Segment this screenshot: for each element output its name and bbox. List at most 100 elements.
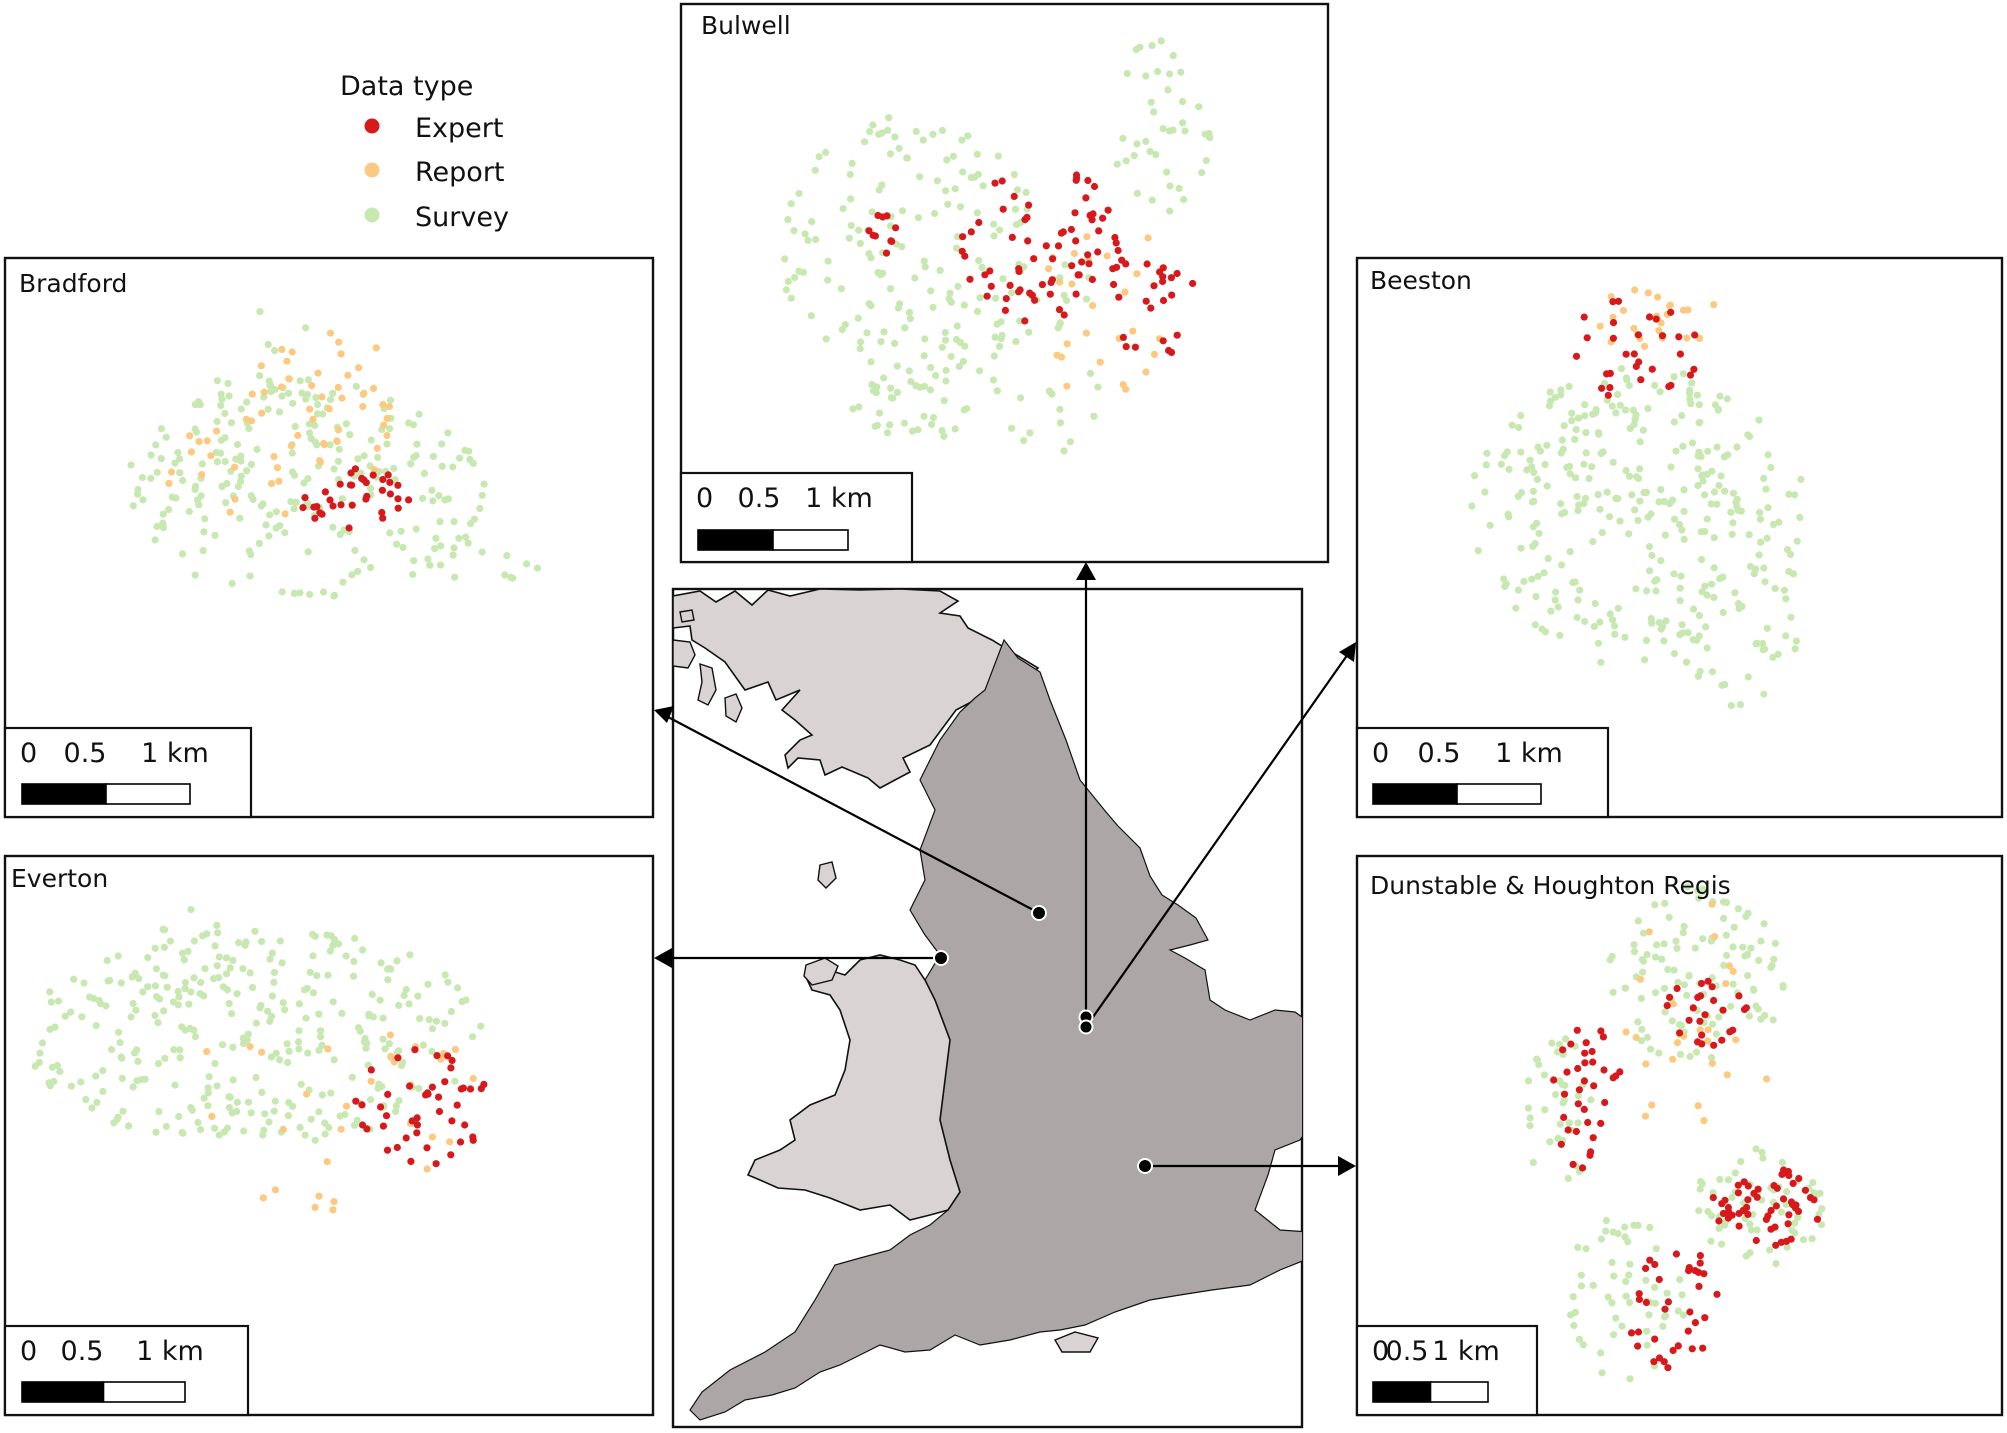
point-survey xyxy=(847,195,855,203)
point-survey xyxy=(478,491,486,499)
point-survey xyxy=(875,409,884,417)
point-survey xyxy=(879,269,887,277)
point-survey xyxy=(955,362,963,371)
point-survey xyxy=(163,983,171,991)
point-survey xyxy=(1634,516,1642,525)
overview-map xyxy=(654,562,1356,1429)
point-survey xyxy=(240,1127,248,1135)
point-survey xyxy=(1746,1220,1754,1228)
point-survey xyxy=(1198,169,1206,177)
point-survey xyxy=(891,339,899,347)
point-survey xyxy=(1633,473,1641,481)
point-survey xyxy=(160,1007,168,1015)
point-survey xyxy=(1680,507,1688,515)
point-survey xyxy=(1752,640,1760,648)
point-expert xyxy=(1713,1290,1721,1298)
point-report xyxy=(315,1192,323,1200)
point-survey xyxy=(1675,520,1684,529)
point-survey xyxy=(1557,391,1565,399)
point-survey xyxy=(1698,1180,1706,1188)
point-survey xyxy=(129,502,137,510)
point-survey xyxy=(306,429,314,437)
arrowhead-dunstable xyxy=(1338,1156,1356,1176)
point-survey xyxy=(357,469,365,477)
point-survey xyxy=(942,366,950,375)
point-survey xyxy=(131,969,139,978)
point-survey xyxy=(1565,382,1573,390)
point-survey xyxy=(1783,1243,1791,1251)
point-survey xyxy=(294,1038,303,1046)
point-survey xyxy=(878,181,886,189)
point-survey xyxy=(791,273,799,282)
point-report xyxy=(309,415,317,423)
scotland-landmass xyxy=(673,589,1040,789)
point-report xyxy=(1732,1036,1740,1044)
point-report xyxy=(1096,358,1104,366)
point-survey xyxy=(296,377,304,385)
point-survey xyxy=(995,342,1004,350)
point-survey xyxy=(285,1047,293,1055)
point-survey xyxy=(1707,500,1715,508)
point-survey xyxy=(1699,935,1707,943)
point-survey xyxy=(993,387,1001,395)
point-expert xyxy=(1115,293,1123,301)
point-survey xyxy=(104,977,112,985)
point-survey xyxy=(920,412,928,420)
point-expert xyxy=(1771,1223,1779,1231)
point-survey xyxy=(144,983,152,991)
point-survey xyxy=(162,433,170,441)
point-report xyxy=(308,382,316,390)
point-survey xyxy=(415,410,423,418)
point-expert xyxy=(1015,265,1023,273)
point-survey xyxy=(959,357,968,365)
point-survey xyxy=(151,536,159,544)
point-expert xyxy=(367,1066,375,1074)
point-report xyxy=(271,1186,279,1194)
point-survey xyxy=(868,208,876,216)
point-survey xyxy=(1515,423,1523,432)
point-survey xyxy=(1577,1271,1585,1279)
point-report xyxy=(212,427,221,435)
point-survey xyxy=(225,392,233,400)
point-expert xyxy=(1055,306,1064,314)
point-expert xyxy=(1634,1328,1643,1336)
point-survey xyxy=(804,236,812,244)
point-survey xyxy=(211,1124,219,1132)
point-survey xyxy=(1750,986,1758,994)
point-survey xyxy=(1529,542,1537,551)
point-expert xyxy=(448,1056,456,1065)
point-survey xyxy=(1683,658,1691,666)
point-survey xyxy=(1008,289,1016,297)
point-survey xyxy=(233,990,241,998)
point-survey xyxy=(1625,530,1633,538)
point-expert xyxy=(983,292,991,300)
point-survey xyxy=(199,932,207,940)
observation-points-dunstable xyxy=(1524,883,1826,1383)
point-expert xyxy=(1088,275,1096,284)
point-survey xyxy=(276,1056,284,1064)
point-expert xyxy=(1008,233,1016,241)
point-survey xyxy=(1581,617,1589,626)
point-survey xyxy=(61,1012,69,1020)
point-report xyxy=(386,1031,394,1039)
point-survey xyxy=(871,422,879,430)
point-survey xyxy=(276,522,284,530)
point-survey xyxy=(869,121,877,129)
point-survey xyxy=(134,1057,142,1065)
point-survey xyxy=(431,545,439,553)
point-survey xyxy=(1640,656,1649,664)
point-survey xyxy=(1668,1017,1676,1025)
point-expert xyxy=(1772,1241,1780,1249)
scale-bar-white-segment xyxy=(105,783,191,805)
point-survey xyxy=(477,1022,485,1030)
point-report xyxy=(248,390,256,398)
point-survey xyxy=(229,1043,237,1051)
point-survey xyxy=(1625,1271,1633,1279)
point-expert xyxy=(1071,209,1079,217)
point-report xyxy=(1631,286,1639,294)
point-survey xyxy=(885,114,893,122)
point-survey xyxy=(501,571,509,579)
point-survey xyxy=(1662,1312,1670,1320)
point-survey xyxy=(395,1001,403,1010)
point-expert xyxy=(394,504,402,512)
